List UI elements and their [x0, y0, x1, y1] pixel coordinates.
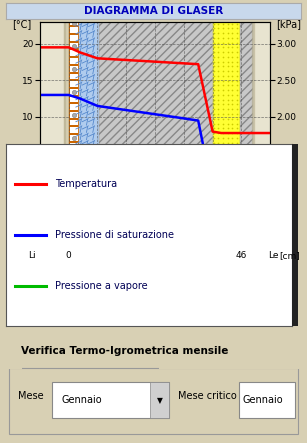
Bar	[70, 235, 78, 241]
Text: ▼: ▼	[157, 396, 163, 404]
Bar	[70, 189, 78, 194]
Bar	[64, 22, 65, 241]
Bar	[239, 382, 295, 418]
Bar	[70, 74, 78, 79]
Bar	[9, 369, 298, 434]
Text: Pressione a vapore: Pressione a vapore	[55, 281, 147, 291]
Bar	[70, 227, 78, 233]
Bar	[70, 43, 78, 48]
Text: Li: Li	[29, 251, 36, 260]
Text: Mese: Mese	[18, 391, 44, 400]
Text: 0: 0	[66, 251, 72, 260]
Bar	[70, 66, 78, 71]
Bar	[64, 22, 69, 241]
Bar	[70, 143, 78, 148]
Text: Le: Le	[268, 251, 278, 260]
Bar	[70, 166, 78, 171]
Bar	[70, 120, 78, 125]
Bar	[70, 128, 78, 133]
Bar	[70, 58, 78, 64]
Bar	[252, 22, 254, 241]
Text: Gennaio: Gennaio	[243, 395, 283, 405]
Text: [°C]: [°C]	[12, 19, 32, 30]
Bar	[70, 81, 78, 87]
Bar	[70, 97, 78, 102]
Text: Verifica Termo-Igrometrica mensile: Verifica Termo-Igrometrica mensile	[21, 346, 229, 356]
Bar	[70, 104, 78, 110]
Bar	[79, 22, 99, 241]
Text: Gennaio: Gennaio	[61, 395, 102, 405]
Text: DIAGRAMMA DI GLASER: DIAGRAMMA DI GLASER	[84, 6, 223, 16]
Bar	[70, 51, 78, 56]
Text: Pressione di saturazione: Pressione di saturazione	[55, 230, 174, 240]
Bar	[70, 151, 78, 156]
Bar	[70, 35, 78, 41]
Bar	[52, 382, 169, 418]
Bar	[70, 197, 78, 202]
Text: 46: 46	[236, 251, 247, 260]
Bar	[70, 181, 78, 187]
Bar	[70, 204, 78, 210]
Bar	[99, 22, 213, 241]
Bar	[70, 112, 78, 118]
Bar	[240, 22, 253, 241]
Bar	[70, 135, 78, 141]
Text: [cm]: [cm]	[280, 251, 301, 260]
Bar	[70, 27, 78, 33]
Text: Mese critico: Mese critico	[178, 391, 237, 400]
Bar	[70, 20, 78, 25]
Bar	[150, 382, 169, 418]
Bar	[213, 22, 240, 241]
Bar	[69, 22, 79, 241]
Bar	[70, 89, 78, 95]
Text: Temperatura: Temperatura	[55, 179, 117, 189]
Bar	[70, 220, 78, 225]
Text: [kPa]: [kPa]	[276, 19, 301, 30]
Bar	[70, 174, 78, 179]
Bar	[70, 158, 78, 164]
Bar	[70, 212, 78, 218]
